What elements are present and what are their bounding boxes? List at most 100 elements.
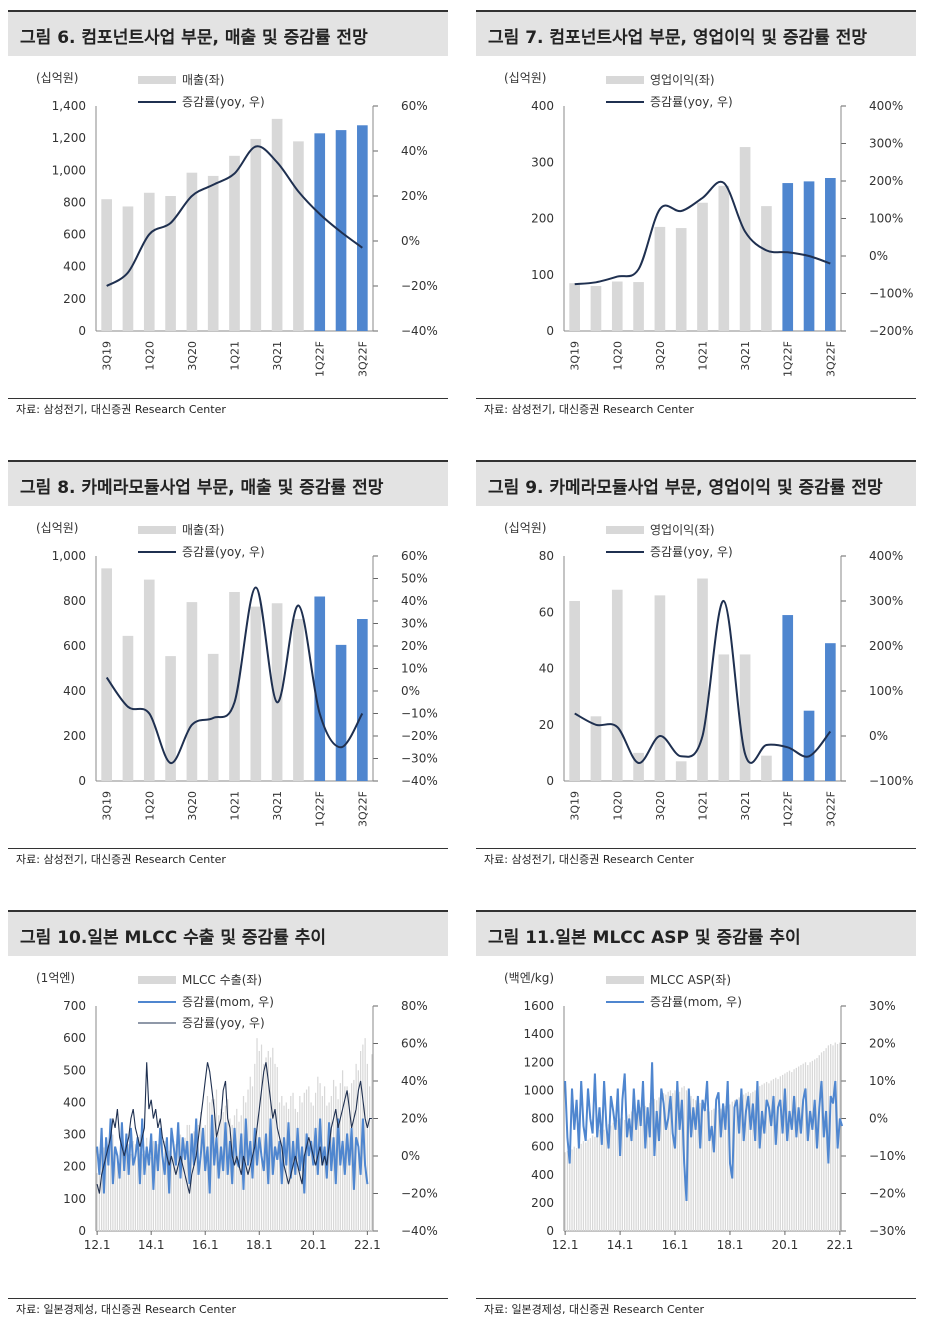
bar bbox=[164, 1141, 166, 1231]
bar bbox=[635, 1112, 637, 1231]
bar bbox=[310, 1102, 312, 1231]
bar bbox=[260, 1044, 263, 1231]
x-tick-label: 1Q20 bbox=[143, 791, 156, 821]
bar bbox=[718, 654, 730, 781]
legend-bar-label: 매출(좌) bbox=[182, 73, 224, 87]
y2-tick-label: 10% bbox=[869, 1074, 896, 1088]
bar bbox=[346, 1086, 348, 1231]
bar bbox=[110, 1144, 112, 1231]
bar bbox=[646, 1107, 649, 1231]
y-tick-label: 400 bbox=[63, 684, 86, 698]
y-tick-label: 0 bbox=[546, 774, 554, 788]
bar bbox=[312, 1105, 314, 1231]
bar bbox=[229, 592, 240, 781]
x-tick-label: 3Q20 bbox=[654, 791, 667, 821]
bar bbox=[603, 1129, 605, 1231]
y2-tick-label: 10% bbox=[401, 662, 428, 676]
bar bbox=[238, 1121, 240, 1231]
y2-tick-label: 50% bbox=[401, 572, 428, 586]
bar bbox=[564, 1152, 566, 1231]
y-tick-label: 200 bbox=[531, 212, 554, 226]
bar bbox=[182, 1141, 184, 1231]
bar bbox=[285, 1102, 287, 1231]
chart-header: 그림 8. 카메라모듈사업 부문, 매출 및 증감률 전망 bbox=[8, 460, 448, 506]
y2-tick-label: 400% bbox=[869, 549, 903, 563]
bar bbox=[788, 1070, 791, 1231]
y-tick-label: 200 bbox=[63, 729, 86, 743]
bar bbox=[653, 1098, 656, 1231]
bar bbox=[335, 644, 347, 781]
bar bbox=[803, 710, 815, 781]
y2-tick-label: 200% bbox=[869, 174, 903, 188]
bar bbox=[823, 1051, 825, 1231]
bar bbox=[611, 281, 623, 331]
bar bbox=[107, 1163, 110, 1231]
bar bbox=[278, 1102, 281, 1231]
y-tick-label: 1600 bbox=[523, 999, 554, 1013]
bar bbox=[761, 755, 772, 781]
bar bbox=[159, 1137, 161, 1231]
chart-title: 그림 7. 컴포넌트사업 부문, 영업이익 및 증감률 전망 bbox=[488, 23, 867, 48]
bar bbox=[825, 178, 836, 331]
bar bbox=[798, 1066, 800, 1231]
bar bbox=[357, 125, 368, 332]
bar bbox=[754, 1090, 756, 1231]
bar bbox=[804, 1062, 807, 1231]
bar bbox=[809, 1062, 811, 1231]
bar bbox=[122, 635, 134, 781]
bar bbox=[184, 1137, 186, 1231]
bar bbox=[215, 1089, 218, 1231]
y-tick-label: 40 bbox=[539, 662, 554, 676]
y-axis-unit: (십억원) bbox=[36, 521, 78, 535]
bar bbox=[155, 1147, 157, 1231]
bar bbox=[740, 1096, 743, 1231]
y-tick-label: 1200 bbox=[523, 1055, 554, 1069]
bar bbox=[795, 1067, 797, 1231]
y2-tick-label: −100% bbox=[869, 774, 913, 788]
bar bbox=[800, 1065, 802, 1231]
y2-tick-label: −40% bbox=[401, 324, 438, 338]
y-tick-label: 700 bbox=[63, 999, 86, 1013]
bar bbox=[724, 1105, 727, 1231]
legend-swatch-bar bbox=[138, 526, 176, 534]
bar bbox=[132, 1141, 134, 1231]
bar bbox=[825, 643, 836, 781]
bar bbox=[161, 1141, 164, 1231]
chart-footer: 자료: 일본경제성, 대신증권 Research Center bbox=[8, 1298, 448, 1316]
bar bbox=[357, 619, 368, 781]
y2-tick-label: 30% bbox=[401, 617, 428, 631]
bar bbox=[283, 1105, 285, 1231]
bar bbox=[802, 1063, 804, 1231]
bar bbox=[711, 1110, 713, 1231]
y-tick-label: 0 bbox=[78, 324, 86, 338]
bar bbox=[197, 1124, 200, 1231]
bar bbox=[715, 1107, 717, 1231]
y2-tick-label: 60% bbox=[401, 99, 428, 113]
figure-title: 컴포넌트사업 부문, 매출 및 증감률 전망 bbox=[81, 28, 368, 48]
bar bbox=[193, 1131, 195, 1231]
x-tick-label: 1Q20 bbox=[611, 341, 624, 371]
bar bbox=[590, 716, 602, 781]
bar bbox=[105, 1157, 107, 1231]
bar bbox=[656, 1100, 658, 1231]
chart-panel-6: 그림 6. 컴포넌트사업 부문, 매출 및 증감률 전망 (십억원) 1,400 1… bbox=[8, 10, 448, 420]
bar bbox=[250, 606, 262, 781]
bar bbox=[571, 1149, 573, 1231]
x-tick-label: 3Q22F bbox=[356, 791, 369, 827]
y2-tick-label: 100% bbox=[869, 212, 903, 226]
bar bbox=[591, 1135, 594, 1231]
y2-tick-label: 30% bbox=[869, 999, 896, 1013]
bar bbox=[596, 1132, 598, 1231]
x-tick-label: 18.1 bbox=[246, 1238, 273, 1252]
y-tick-label: 600 bbox=[63, 228, 86, 242]
x-tick-label: 14.1 bbox=[138, 1238, 165, 1252]
figure-number: 그림 10. bbox=[20, 928, 88, 948]
bar bbox=[125, 1147, 128, 1231]
bar bbox=[633, 282, 644, 331]
y2-tick-label: 20% bbox=[401, 639, 428, 653]
bar bbox=[207, 175, 219, 331]
bar bbox=[717, 1110, 720, 1231]
bar bbox=[839, 1042, 841, 1231]
x-tick-label: 3Q22F bbox=[824, 341, 837, 377]
legend-bar-label: MLCC ASP(좌) bbox=[650, 973, 731, 987]
